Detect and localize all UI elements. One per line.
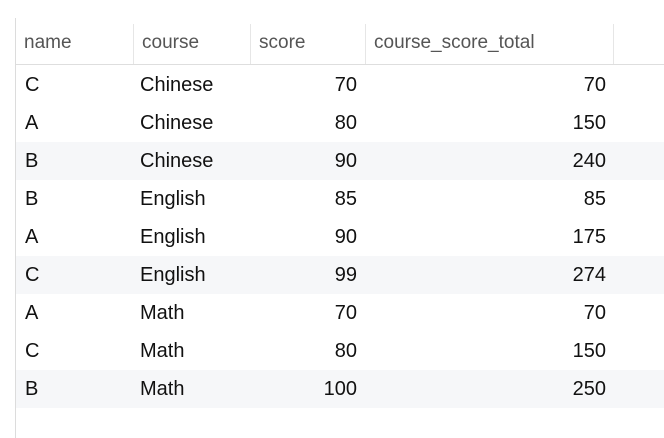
cell-name[interactable]: A [25,226,39,248]
cell-name[interactable]: B [25,188,39,210]
cell-course-score-total[interactable]: 175 [572,226,606,248]
column-header-score[interactable]: score [250,24,365,64]
cell-course[interactable]: Chinese [140,112,214,134]
table-row[interactable]: C Math 80 150 [16,332,664,370]
cell-name[interactable]: B [25,378,39,400]
cell-score[interactable]: 80 [334,340,357,362]
cell-score[interactable]: 100 [323,378,357,400]
table-header: name course score course_score_total [16,24,664,65]
column-header-name[interactable]: name [24,32,72,53]
cell-name[interactable]: A [25,302,39,324]
table-row[interactable]: A Math 70 70 [16,294,664,332]
cell-course[interactable]: Chinese [140,74,214,96]
cell-name[interactable]: A [25,112,39,134]
cell-course[interactable]: English [140,226,206,248]
cell-course-score-total[interactable]: 240 [572,150,606,172]
table-row[interactable]: A English 90 175 [16,218,664,256]
cell-course[interactable]: Chinese [140,150,214,172]
cell-score[interactable]: 70 [334,74,357,96]
cell-course-score-total[interactable]: 70 [583,74,606,96]
cell-name[interactable]: C [25,264,40,286]
cell-course[interactable]: Math [140,340,185,362]
cell-course-score-total[interactable]: 70 [583,302,606,324]
cell-course-score-total[interactable]: 85 [583,188,606,210]
cell-score[interactable]: 90 [334,226,357,248]
cell-course[interactable]: English [140,264,206,286]
cell-score[interactable]: 80 [334,112,357,134]
cell-course-score-total[interactable]: 150 [572,112,606,134]
cell-course-score-total[interactable]: 150 [572,340,606,362]
table-row[interactable]: B Math 100 250 [16,370,664,408]
cell-score[interactable]: 99 [334,264,357,286]
cell-name[interactable]: B [25,150,39,172]
cell-course[interactable]: Math [140,302,185,324]
left-border [15,18,16,438]
cell-score[interactable]: 90 [334,150,357,172]
column-header-empty [613,24,664,64]
cell-score[interactable]: 70 [334,302,357,324]
table-row[interactable]: C English 99 274 [16,256,664,294]
cell-course-score-total[interactable]: 274 [572,264,606,286]
cell-course[interactable]: Math [140,378,185,400]
table-row[interactable]: C Chinese 70 70 [16,66,664,104]
table-body: C Chinese 70 70 A Chinese 80 150 B Chinese 90 240 B E… [16,66,664,408]
table-row[interactable]: B Chinese 90 240 [16,142,664,180]
table-row[interactable]: B English 85 85 [16,180,664,218]
cell-name[interactable]: C [25,74,40,96]
cell-score[interactable]: 85 [334,188,357,210]
column-header-course[interactable]: course [133,24,250,64]
cell-name[interactable]: C [25,340,40,362]
cell-course[interactable]: English [140,188,206,210]
table-row[interactable]: A Chinese 80 150 [16,104,664,142]
cell-course-score-total[interactable]: 250 [572,378,606,400]
column-header-course-score-total[interactable]: course_score_total [365,24,613,64]
